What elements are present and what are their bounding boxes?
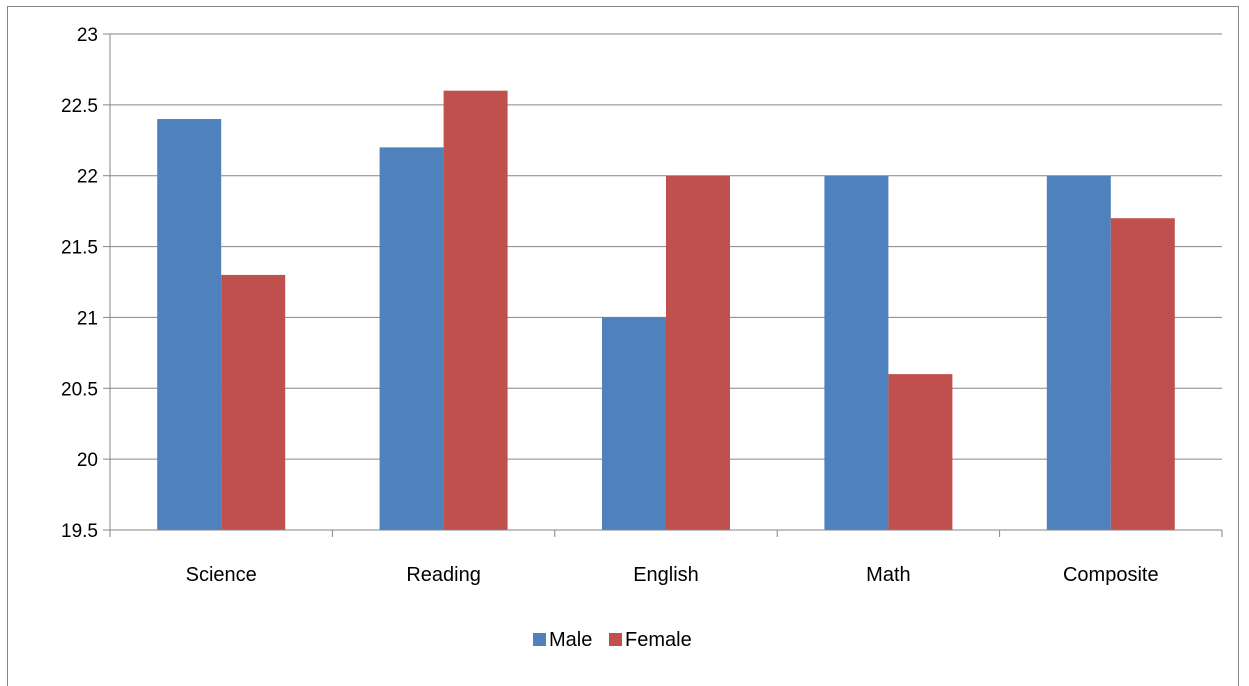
category-label: Composite — [1063, 564, 1159, 586]
y-tick-label: 20.5 — [61, 379, 98, 400]
y-tick-labels: 19.5 20 20.5 21 21.5 22 22.5 23 — [61, 25, 98, 542]
bar-male-english — [602, 317, 666, 530]
y-tick-label: 21 — [77, 308, 98, 329]
bar-female-reading — [443, 90, 508, 530]
bar-female-science — [221, 274, 286, 530]
legend: Male Female — [533, 629, 692, 651]
y-tick-label: 22.5 — [61, 96, 98, 117]
category-label: Science — [186, 564, 257, 586]
bars — [157, 90, 1175, 531]
category-labels: Science Reading English Math Composite — [186, 564, 1159, 586]
legend-swatch-male — [533, 633, 546, 646]
axes — [103, 33, 1223, 537]
category-label: English — [633, 564, 699, 586]
legend-label-male: Male — [549, 629, 592, 651]
bar-female-english — [666, 175, 730, 530]
bar-male-math — [824, 175, 889, 530]
y-tick-label: 20 — [77, 450, 98, 471]
category-label: Reading — [406, 564, 481, 586]
bar-female-math — [888, 374, 953, 530]
category-label: Math — [866, 564, 910, 586]
y-tick-label: 22 — [77, 167, 98, 188]
bar-male-composite — [1046, 175, 1111, 530]
y-tick-label: 19.5 — [61, 521, 98, 542]
bar-female-composite — [1110, 218, 1175, 530]
legend-label-female: Female — [625, 629, 692, 651]
y-tick-label: 23 — [77, 25, 98, 46]
legend-swatch-female — [609, 633, 622, 646]
bar-male-science — [157, 119, 222, 531]
bar-male-reading — [379, 147, 444, 530]
y-tick-label: 21.5 — [61, 238, 98, 259]
